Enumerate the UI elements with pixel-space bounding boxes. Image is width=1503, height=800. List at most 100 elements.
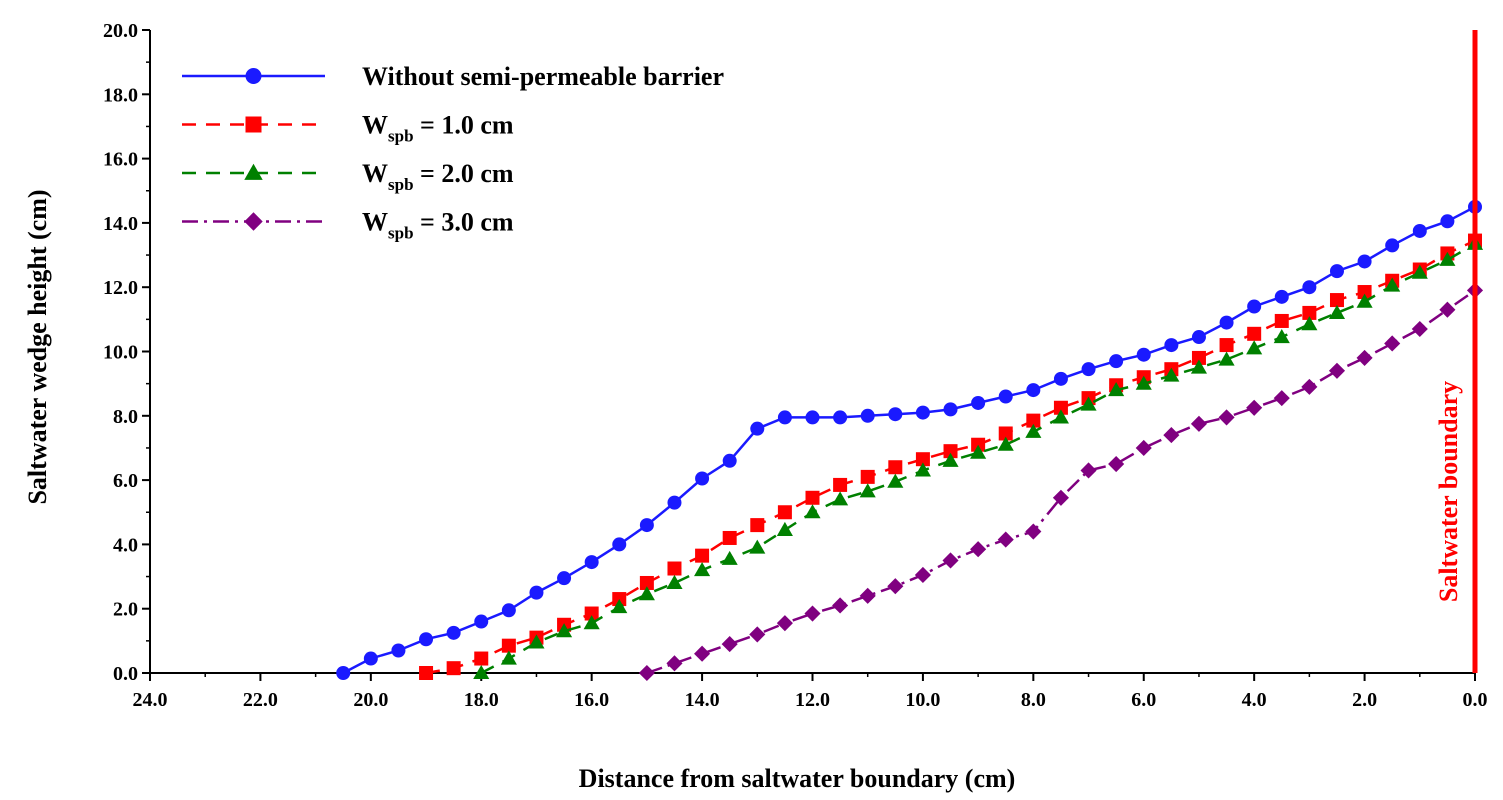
data-point (1052, 409, 1069, 424)
data-point (1164, 338, 1179, 353)
data-point (1412, 223, 1427, 238)
data-point (638, 664, 655, 682)
data-point (1108, 455, 1125, 473)
legend-label: Wspb = 2.0 cm (362, 159, 514, 194)
data-point (1411, 264, 1428, 279)
data-point (474, 614, 489, 629)
data-point (501, 603, 516, 618)
data-point (805, 410, 820, 425)
data-point (667, 561, 682, 576)
saltwater-boundary-marker: Saltwater boundary (1434, 30, 1478, 673)
data-point (528, 634, 545, 649)
axes: 0.0 2.0 4.0 6.0 8.0 10.0 12.0 14.0 16.0 18.0 20.0 2… (103, 20, 1488, 711)
data-point (1301, 316, 1318, 331)
data-point (1026, 413, 1041, 428)
data-point (1136, 347, 1151, 362)
series-line (425, 239, 1476, 675)
x-tick-label: 22.0 (243, 689, 278, 711)
data-point (1385, 238, 1400, 253)
data-point (859, 483, 876, 498)
data-point (1246, 399, 1263, 416)
x-tick-label: 12.0 (795, 689, 830, 711)
data-point (1190, 415, 1208, 432)
data-point (1356, 293, 1373, 308)
data-point (888, 407, 903, 422)
y-tick-label: 4.0 (113, 534, 138, 556)
data-point (887, 578, 904, 595)
legend-item-3: Wspb = 2.0 cm (182, 159, 514, 194)
data-point (363, 651, 378, 666)
data-point (1191, 350, 1206, 365)
data-point (639, 518, 654, 533)
y-tick-label: 18.0 (103, 84, 138, 106)
legend-marker (245, 68, 262, 84)
data-point (611, 599, 628, 614)
data-point (1025, 423, 1042, 438)
data-point (970, 444, 987, 459)
data-point (749, 626, 766, 643)
data-point (804, 605, 821, 622)
legend-marker (244, 212, 263, 231)
data-point (1357, 285, 1372, 300)
data-point (721, 550, 738, 565)
y-tick-label: 8.0 (113, 406, 138, 428)
y-tick-label: 0.0 (113, 663, 138, 685)
data-point (695, 471, 710, 486)
data-point (888, 460, 903, 475)
data-point (695, 548, 710, 563)
data-point (500, 650, 517, 665)
data-point (721, 636, 738, 653)
data-point (1439, 251, 1456, 266)
data-point (1081, 362, 1096, 377)
data-point (391, 643, 406, 658)
series-3 (473, 235, 1484, 680)
data-point (997, 531, 1014, 548)
data-point (1109, 354, 1124, 369)
series-line (646, 289, 1476, 675)
y-tick-label: 2.0 (113, 599, 138, 621)
data-point (419, 666, 434, 680)
data-point (1328, 362, 1346, 379)
data-point (832, 597, 849, 614)
legend-item-2: Wspb = 1.0 cm (182, 111, 514, 146)
data-point (1053, 371, 1068, 386)
x-tick-label: 18.0 (464, 689, 499, 711)
data-point (638, 586, 655, 601)
data-point (1273, 390, 1290, 407)
data-point (1384, 335, 1401, 352)
data-point (446, 661, 461, 676)
data-point (1026, 383, 1041, 398)
data-point (971, 395, 986, 410)
data-point (1356, 349, 1373, 366)
data-point (722, 453, 737, 468)
data-point (942, 452, 959, 467)
data-point (805, 490, 820, 505)
y-tick-label: 14.0 (103, 213, 138, 235)
data-point (474, 651, 489, 666)
y-tick-label: 16.0 (103, 149, 138, 171)
data-point (501, 638, 516, 653)
data-point (777, 505, 792, 520)
x-tick-label: 4.0 (1242, 689, 1267, 711)
series-line (342, 205, 1476, 675)
data-point (666, 655, 683, 672)
data-point (1163, 367, 1180, 382)
data-point (612, 537, 627, 552)
y-tick-label: 12.0 (103, 277, 138, 299)
data-point (1357, 254, 1372, 269)
data-point (1440, 214, 1455, 229)
data-point (915, 452, 930, 467)
data-point (776, 521, 793, 536)
data-point (1439, 301, 1456, 318)
data-point (584, 606, 599, 621)
data-point (776, 615, 793, 632)
data-point (1191, 330, 1206, 345)
data-point (1025, 523, 1042, 540)
data-point (583, 615, 600, 630)
data-point (722, 530, 737, 545)
data-point (998, 389, 1013, 404)
data-point (1329, 293, 1344, 308)
data-point (914, 462, 931, 477)
y-tick-label: 6.0 (113, 470, 138, 492)
